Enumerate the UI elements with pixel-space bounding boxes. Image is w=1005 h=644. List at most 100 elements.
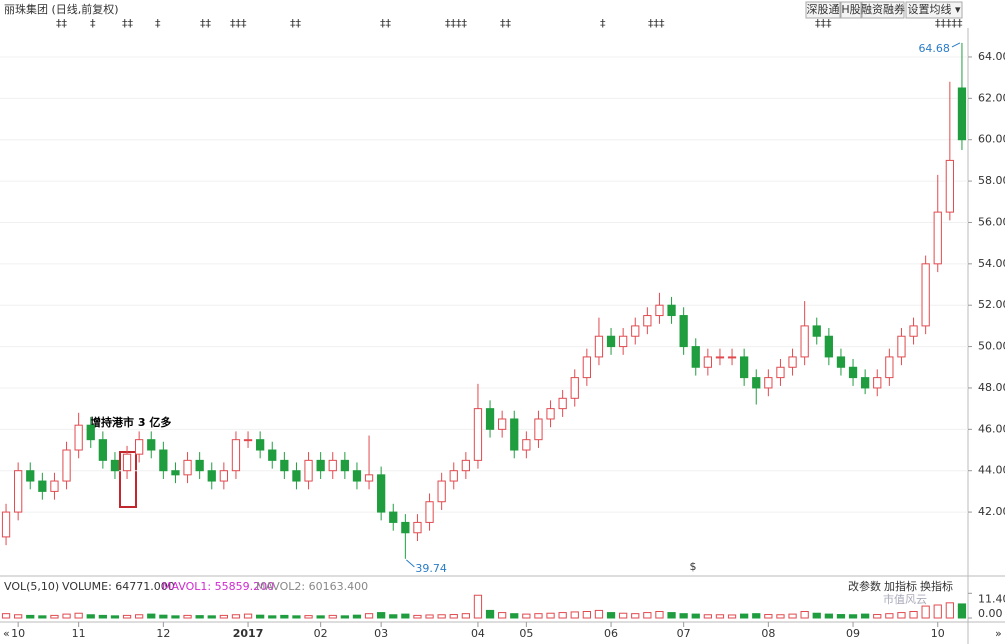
scroll-left[interactable]: « — [3, 627, 10, 640]
high-label: 64.68 — [918, 42, 950, 55]
volume-bar — [800, 611, 809, 619]
volume-bar — [1, 613, 11, 619]
x-tick-label: 08 — [761, 627, 775, 640]
candle-body — [594, 335, 604, 358]
candle-body — [268, 449, 277, 461]
candle-body — [679, 315, 688, 348]
candle-body — [243, 439, 253, 442]
volume-bar — [679, 613, 688, 619]
candle-body — [824, 335, 833, 358]
volume-legend: MAVOL2: 60163.400 — [256, 580, 368, 593]
candle-body — [570, 377, 579, 399]
candle-body — [703, 356, 712, 368]
indicator-button[interactable]: 加指标 — [884, 579, 917, 593]
volume-bar — [703, 614, 712, 619]
candle-body — [98, 439, 107, 461]
volume-bar — [122, 614, 132, 619]
candle-body — [207, 470, 216, 482]
indicator-button[interactable]: 改参数 — [848, 579, 881, 593]
toolbar: 深股通 H股 融资融券 设置均线 ▾ — [805, 1, 963, 19]
candle-body — [558, 397, 567, 410]
button-bg[interactable] — [905, 1, 963, 19]
candle-body — [135, 439, 144, 455]
candle-body — [933, 211, 942, 265]
volume-bar — [243, 613, 253, 619]
volume-bar — [764, 614, 773, 619]
candle-body — [280, 459, 289, 472]
volume-bar — [50, 614, 59, 619]
volume-bar — [352, 614, 362, 619]
volume-bar — [207, 615, 216, 619]
volume-bar — [570, 611, 579, 619]
candle-body — [316, 459, 325, 472]
candle-body — [546, 408, 555, 420]
candle-body — [921, 263, 930, 327]
candle-body — [74, 424, 83, 451]
candle-body — [861, 377, 870, 389]
candle-body — [231, 439, 241, 472]
x-tick-label: 2017 — [233, 627, 264, 640]
candle-body — [62, 449, 71, 482]
candle-body — [691, 346, 700, 368]
volume-bar — [135, 614, 144, 619]
candle-body — [86, 424, 95, 441]
candle-body — [715, 356, 725, 359]
event-marker: ‡ — [155, 17, 161, 30]
event-marker: ‡‡ — [122, 17, 134, 30]
volume-bar — [340, 615, 349, 619]
candle-body — [50, 480, 59, 492]
button-bg[interactable] — [805, 1, 841, 19]
candle-body — [909, 325, 918, 337]
volume-bar — [594, 609, 604, 619]
volume-bar — [957, 603, 967, 619]
candle-body — [14, 470, 23, 513]
button[interactable]: 深股通 — [807, 3, 840, 16]
volume-bar — [473, 594, 483, 619]
indicator-button[interactable]: 换指标 — [920, 579, 953, 593]
x-tick-label: 10 — [931, 627, 945, 640]
candle-body — [389, 511, 398, 523]
button-bg[interactable] — [861, 1, 905, 19]
candle-body — [752, 377, 761, 389]
volume-bar — [885, 613, 894, 619]
volume-bar — [558, 612, 567, 619]
volume-bar — [401, 613, 410, 619]
high-arrow — [951, 42, 961, 48]
button[interactable]: H股 — [841, 3, 860, 16]
event-marker: ‡‡ — [200, 17, 212, 30]
volume-bar — [389, 614, 398, 619]
volume-bar — [377, 612, 386, 619]
x-tick-label: 10 — [11, 627, 25, 640]
candle-body — [485, 408, 495, 430]
candle-body — [885, 356, 894, 379]
volume-bar — [183, 614, 192, 619]
candle-body — [413, 521, 422, 534]
volume-bar — [909, 611, 918, 619]
low-label: 39.74 — [415, 562, 447, 575]
volume-bar — [98, 614, 107, 619]
candle-body — [776, 366, 785, 379]
candle-body — [340, 459, 349, 472]
candle-body — [292, 470, 301, 482]
candle-body — [401, 521, 410, 534]
candle-body — [147, 439, 156, 451]
volume-bar — [848, 614, 858, 619]
button[interactable]: 设置均线 ▾ — [907, 2, 960, 16]
button-bg[interactable] — [840, 1, 862, 19]
button[interactable]: 融资融券 — [861, 2, 905, 16]
volume-bar — [740, 613, 749, 619]
volume-bar — [752, 613, 761, 619]
scroll-right[interactable]: » — [995, 627, 1002, 640]
x-tick-label: 11 — [72, 627, 86, 640]
candle-body — [897, 335, 906, 358]
volume-bar — [836, 614, 846, 619]
candle-body — [606, 335, 616, 348]
candle-body — [764, 377, 773, 389]
x-tick-label: 12 — [156, 627, 170, 640]
x-tick-label: 04 — [471, 627, 485, 640]
candle-body — [304, 459, 313, 482]
x-tick-label: 07 — [677, 627, 691, 640]
candle-body — [122, 453, 132, 472]
volume-bar — [776, 614, 785, 619]
